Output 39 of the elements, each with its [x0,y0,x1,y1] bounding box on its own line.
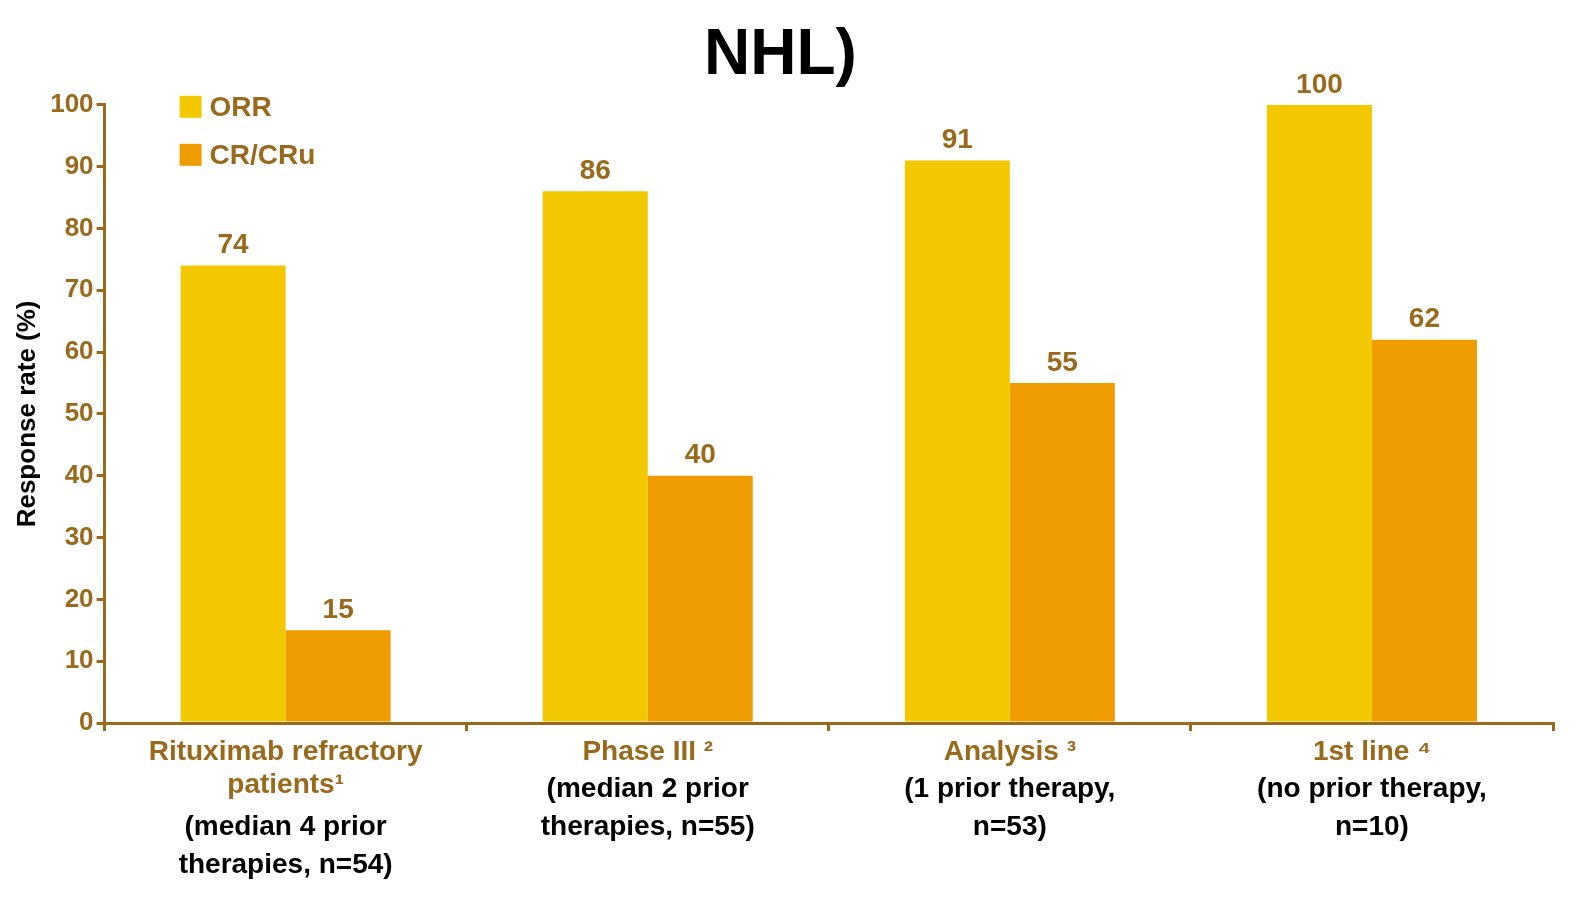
y-tick-label: 70 [64,273,94,304]
chart-title: NHL) [704,16,857,89]
y-tick-label: 60 [64,335,94,366]
x-tick-label: Rituximab refractory patients¹ [148,734,423,800]
text: (1 prior therapy, n=53) [904,771,1116,841]
data-label: 91 [941,123,973,155]
bar [647,475,753,722]
y-tick-label: 40 [64,458,94,489]
bar [285,630,391,722]
data-label: 100 [1296,67,1343,99]
y-tick-label: 100 [50,87,94,118]
data-label: 15 [322,592,354,624]
bar [1266,104,1372,722]
y-tick-label: 0 [79,706,94,737]
data-label: 86 [579,154,611,186]
legend-label: CR/CRu [209,138,316,170]
bar [904,160,1010,722]
bar [1009,382,1115,722]
x-tick-label: 1st line ⁴ [1312,734,1432,766]
bar [180,265,286,722]
y-tick-label: 20 [64,582,94,613]
y-tick-label: 50 [64,397,94,428]
data-label: 62 [1408,302,1441,334]
data-label: 40 [684,438,716,470]
text: (no prior therapy, n=10) [1257,771,1487,841]
y-tick-label: 30 [64,520,94,551]
data-label: 55 [1046,345,1078,377]
y-tick-label: 10 [64,644,94,675]
y-tick-label: 80 [64,211,94,242]
text: (median 2 prior therapies, n=55) [540,771,755,841]
data-label: 74 [217,228,250,260]
x-tick-label: Analysis ³ [943,734,1076,766]
x-tick-label: Phase III ² [582,734,714,766]
bar [542,191,648,722]
y-tick-label: 90 [64,149,94,180]
text: (median 4 prior therapies, n=54) [178,809,393,879]
y-axis-title: Response rate (%) [10,300,41,528]
legend-label: ORR [209,90,272,122]
bar [1371,339,1477,722]
